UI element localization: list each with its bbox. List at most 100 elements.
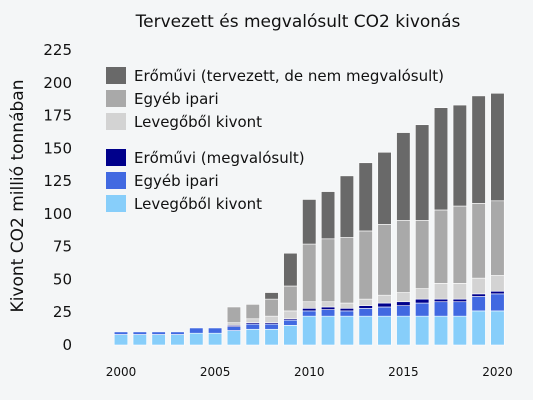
bar-segment [151, 334, 166, 346]
bar-segment [433, 315, 449, 346]
bar-segment [189, 327, 204, 334]
bar-segment [113, 331, 129, 335]
bar-segment [433, 298, 449, 303]
bar-segment [415, 302, 430, 317]
bar-segment [264, 323, 279, 330]
chart-title: Tervezett és megvalósult CO2 kivonás [135, 12, 461, 32]
y-tick-label: 125 [43, 172, 72, 190]
bar-segment [320, 301, 336, 308]
legend-swatch [106, 149, 126, 166]
bar-segment [433, 107, 449, 211]
legend: Erőművi (tervezett, de nem megvalósult) E… [106, 67, 444, 213]
bar-segment [170, 334, 185, 346]
bar-segment [433, 209, 449, 284]
bar-segment [377, 224, 392, 296]
bar-segment [358, 298, 373, 306]
bar-segment [189, 332, 204, 346]
bar-segment [358, 307, 373, 317]
bar-segment [283, 310, 298, 320]
y-tick-label: 200 [43, 74, 72, 92]
legend-label: Levegőből kivont [134, 195, 262, 213]
y-tick-label: 25 [53, 303, 72, 321]
bar-segment [415, 315, 430, 346]
bar-segment [264, 292, 279, 300]
bar-segment [377, 294, 392, 304]
bar-segment [415, 220, 430, 289]
bar-segment [283, 319, 298, 326]
bar-segment [471, 293, 486, 297]
bar-segment [471, 277, 486, 295]
bar-segment [433, 283, 449, 300]
bar-segment [283, 285, 298, 312]
y-tick-label: 225 [43, 41, 72, 59]
bar-segment [226, 306, 242, 324]
bar-segment [377, 315, 392, 346]
bar-segment [302, 307, 317, 312]
bar-segment [302, 310, 317, 317]
bar-segment [339, 307, 354, 312]
bar-segment [415, 124, 430, 221]
bar-segment [452, 301, 467, 317]
bar-segment [377, 151, 392, 225]
legend-label: Egyéb ipari [134, 90, 219, 108]
bar-segment [415, 288, 430, 300]
bar-segment [226, 330, 242, 346]
bar-segment [320, 306, 336, 310]
bar-segment [433, 301, 449, 317]
y-tick-label: 100 [43, 205, 72, 223]
bar-segment [396, 305, 411, 317]
bar-segment [396, 132, 411, 221]
bar-segment [113, 334, 129, 346]
legend-swatch [106, 195, 126, 212]
y-tick-labels: 0 25 50 75 100 125 150 175 200 225 [43, 41, 72, 354]
bar-segment [490, 293, 505, 312]
bar-segment [302, 315, 317, 346]
y-tick-label: 150 [43, 139, 72, 157]
bar-segment [471, 95, 486, 204]
legend-swatch [106, 113, 126, 130]
bar-segment [471, 310, 486, 346]
legend-label: Egyéb ipari [134, 172, 219, 190]
bar-segment [452, 315, 467, 346]
bar-segment [452, 298, 467, 303]
bar-segment [377, 306, 392, 317]
bar-segment [151, 331, 166, 335]
bar-segment [245, 304, 260, 320]
bar-segment [339, 310, 354, 317]
bar-segment [452, 104, 467, 207]
y-tick-label: 50 [53, 270, 72, 288]
y-tick-label: 175 [43, 107, 72, 125]
bar-segment [396, 301, 411, 306]
bar-segment [170, 331, 185, 335]
bar-segment [471, 203, 486, 279]
bar-segment [396, 220, 411, 293]
bar-segment [226, 322, 242, 326]
x-tick-label: 2000 [106, 365, 137, 379]
bar-segment [490, 290, 505, 295]
bar-segment [490, 275, 505, 292]
bar-segment [490, 200, 505, 276]
legend-label: Levegőből kivont [134, 113, 262, 131]
bar-segment [320, 191, 336, 240]
bar-segment [339, 315, 354, 346]
x-tick-label: 2020 [482, 365, 513, 379]
legend-swatch [106, 90, 126, 107]
bar-segment [302, 301, 317, 309]
bar-segment [302, 243, 317, 303]
bar-segment [208, 332, 223, 346]
x-tick-label: 2005 [200, 365, 231, 379]
bar-segment [226, 326, 242, 331]
bar-segment [490, 310, 505, 346]
legend-label: Erőművi (megvalósult) [134, 149, 305, 167]
bar-segment [264, 298, 279, 317]
bar-segment [245, 318, 260, 324]
bar-segment [283, 252, 298, 287]
bar-segment [339, 175, 354, 238]
x-tick-label: 2015 [388, 365, 419, 379]
bar-segment [245, 328, 260, 346]
bars [113, 92, 505, 346]
bar-segment [452, 205, 467, 284]
bar-segment [490, 92, 505, 202]
